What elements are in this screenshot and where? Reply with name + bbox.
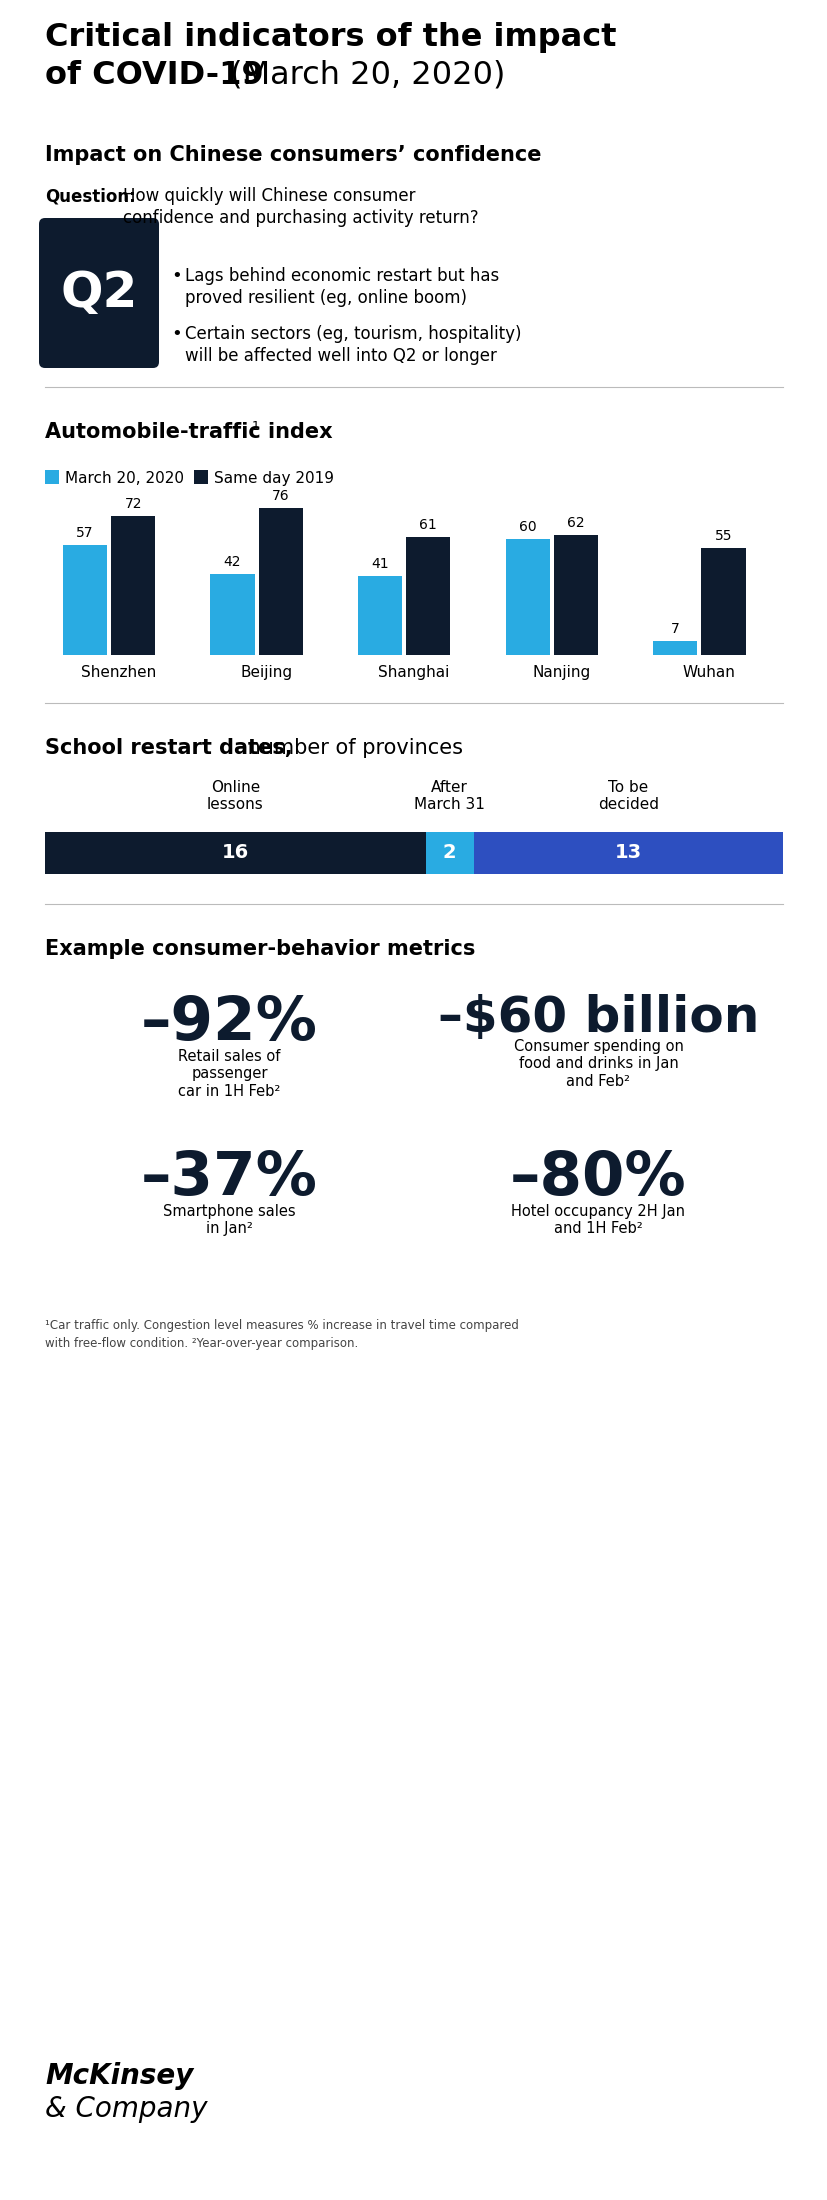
- Text: March 20, 2020: March 20, 2020: [65, 471, 184, 486]
- Text: ¹Car traffic only. Congestion level measures % increase in travel time compared: ¹Car traffic only. Congestion level meas…: [45, 1320, 519, 1331]
- Text: Retail sales of
passenger
car in 1H Feb²: Retail sales of passenger car in 1H Feb²: [178, 1049, 280, 1098]
- Text: –92%: –92%: [141, 994, 318, 1054]
- Text: 60: 60: [519, 519, 536, 535]
- Text: 76: 76: [271, 488, 289, 504]
- Bar: [553, 535, 597, 656]
- Text: Smartphone sales
in Jan²: Smartphone sales in Jan²: [163, 1203, 295, 1236]
- Text: (March 20, 2020): (March 20, 2020): [220, 59, 504, 90]
- Text: How quickly will Chinese consumer: How quickly will Chinese consumer: [123, 187, 415, 205]
- Text: School restart dates,: School restart dates,: [45, 737, 292, 759]
- Bar: [473, 832, 782, 873]
- Text: •: •: [171, 326, 182, 343]
- Text: Lags behind economic restart but has: Lags behind economic restart but has: [184, 266, 499, 286]
- Text: with free-flow condition. ²Year-over-year comparison.: with free-flow condition. ²Year-over-yea…: [45, 1338, 358, 1351]
- Text: confidence and purchasing activity return?: confidence and purchasing activity retur…: [123, 209, 478, 227]
- Bar: [45, 832, 425, 873]
- Text: Impact on Chinese consumers’ confidence: Impact on Chinese consumers’ confidence: [45, 145, 541, 165]
- Text: Beijing: Beijing: [240, 664, 292, 680]
- Text: 55: 55: [714, 530, 731, 543]
- Bar: [45, 471, 59, 484]
- Text: will be affected well into Q2 or longer: will be affected well into Q2 or longer: [184, 348, 496, 365]
- Text: Wuhan: Wuhan: [682, 664, 734, 680]
- Text: After
March 31: After March 31: [414, 781, 485, 812]
- Text: & Company: & Company: [45, 2094, 208, 2123]
- Bar: [258, 508, 303, 656]
- Text: 16: 16: [222, 843, 249, 862]
- Bar: [653, 642, 696, 656]
- Text: McKinsey: McKinsey: [45, 2061, 194, 2090]
- Text: Same day 2019: Same day 2019: [213, 471, 333, 486]
- Text: To be
decided: To be decided: [597, 781, 658, 812]
- Bar: [63, 546, 107, 656]
- Text: Hotel occupancy 2H Jan
and 1H Feb²: Hotel occupancy 2H Jan and 1H Feb²: [511, 1203, 685, 1236]
- Bar: [210, 574, 254, 656]
- Text: 7: 7: [670, 623, 679, 636]
- Text: 41: 41: [370, 557, 389, 570]
- Bar: [194, 471, 208, 484]
- Text: –80%: –80%: [509, 1148, 686, 1208]
- Text: Shenzhen: Shenzhen: [81, 664, 156, 680]
- Bar: [357, 576, 402, 656]
- Text: –37%: –37%: [141, 1148, 318, 1208]
- Text: Q2: Q2: [60, 268, 137, 317]
- Text: 42: 42: [223, 554, 241, 568]
- Text: of COVID-19: of COVID-19: [45, 59, 263, 90]
- FancyBboxPatch shape: [39, 218, 159, 367]
- Text: Example consumer-behavior metrics: Example consumer-behavior metrics: [45, 939, 475, 959]
- Text: 57: 57: [76, 526, 93, 539]
- Text: •: •: [171, 266, 182, 286]
- Bar: [425, 832, 473, 873]
- Text: –$60 billion: –$60 billion: [437, 994, 758, 1043]
- Bar: [505, 539, 549, 656]
- Bar: [406, 537, 450, 656]
- Text: Nanjing: Nanjing: [532, 664, 590, 680]
- Bar: [111, 515, 155, 656]
- Text: number of provinces: number of provinces: [241, 737, 462, 759]
- Text: Shanghai: Shanghai: [378, 664, 449, 680]
- Bar: [700, 548, 745, 656]
- Text: 1: 1: [251, 420, 260, 433]
- Text: Question:: Question:: [45, 187, 136, 205]
- Text: proved resilient (eg, online boom): proved resilient (eg, online boom): [184, 288, 466, 308]
- Text: 13: 13: [614, 843, 641, 862]
- Text: Consumer spending on
food and drinks in Jan
and Feb²: Consumer spending on food and drinks in …: [513, 1038, 682, 1089]
- Text: 62: 62: [566, 515, 584, 530]
- Text: 61: 61: [419, 517, 437, 532]
- Text: 2: 2: [442, 843, 456, 862]
- Text: Certain sectors (eg, tourism, hospitality): Certain sectors (eg, tourism, hospitalit…: [184, 326, 521, 343]
- Text: 72: 72: [124, 497, 141, 510]
- Text: Critical indicators of the impact: Critical indicators of the impact: [45, 22, 616, 53]
- Text: Online
lessons: Online lessons: [207, 781, 264, 812]
- Text: Automobile-traffic index: Automobile-traffic index: [45, 422, 332, 442]
